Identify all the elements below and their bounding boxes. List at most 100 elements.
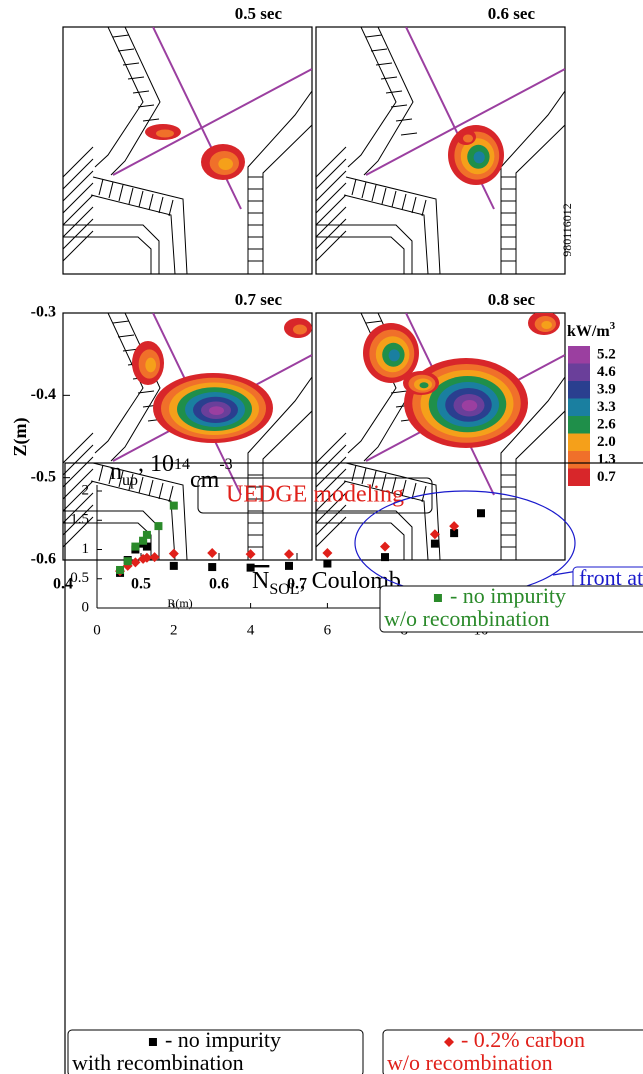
data-point xyxy=(285,561,293,570)
wall-outline xyxy=(247,376,312,560)
colorbar-swatch xyxy=(568,398,590,416)
hatch xyxy=(316,516,347,548)
x-label-part: N xyxy=(252,568,269,594)
hatch xyxy=(138,476,144,494)
emission-contour xyxy=(541,321,552,329)
colorbar-swatch xyxy=(568,346,590,364)
data-point xyxy=(284,549,294,560)
hatch xyxy=(112,320,130,324)
y-label-part: 14 xyxy=(174,456,190,473)
data-point xyxy=(450,529,459,538)
y-tick-label: 1.5 xyxy=(70,512,89,528)
hatch xyxy=(316,444,347,476)
hatch xyxy=(375,62,393,66)
wall-outline xyxy=(92,176,188,274)
wall-outline xyxy=(343,480,429,560)
hatch xyxy=(316,480,347,512)
hatch xyxy=(365,320,383,324)
y-tick-label: -0.5 xyxy=(31,468,56,485)
hatch xyxy=(316,456,347,488)
data-point xyxy=(131,542,140,551)
hatch xyxy=(128,473,134,491)
y-label-part: up xyxy=(122,472,138,489)
x-label-part: SOL xyxy=(269,581,299,598)
hatch xyxy=(63,456,94,488)
colorbar-label: 2.6 xyxy=(597,416,616,432)
data-point xyxy=(154,522,163,531)
x-tick-label: 0.5 xyxy=(131,576,151,593)
hatch xyxy=(63,146,94,178)
hatch xyxy=(316,158,347,190)
data-point xyxy=(323,559,332,568)
hatch xyxy=(385,90,403,94)
x-tick-label: 0.6 xyxy=(209,576,229,593)
x-axis-label: NSOL, Coulomb xyxy=(252,568,401,598)
hatch xyxy=(371,470,377,488)
hatch xyxy=(401,193,407,211)
data-point xyxy=(430,539,439,548)
data-point xyxy=(169,501,178,510)
data-point xyxy=(433,594,442,602)
colorbar-label: 3.9 xyxy=(597,381,616,397)
contour-panel xyxy=(315,312,566,561)
legend-box xyxy=(379,585,643,633)
data-point xyxy=(380,541,390,552)
hatch xyxy=(168,485,174,503)
hatch xyxy=(142,118,160,122)
panel-content xyxy=(63,313,312,560)
hatch xyxy=(380,76,398,80)
hatch xyxy=(63,480,94,512)
hatch xyxy=(411,482,417,500)
hatch xyxy=(390,104,408,108)
y-tick-label: -0.3 xyxy=(31,304,56,321)
wall-outline xyxy=(247,90,312,274)
x-tick-label: 0.7 xyxy=(287,576,307,593)
wall-outline xyxy=(63,224,160,274)
wall-outline xyxy=(515,410,565,560)
colorbar-swatch xyxy=(568,451,590,469)
y-tick-label: 2 xyxy=(82,482,90,498)
data-point xyxy=(123,557,132,566)
data-point xyxy=(116,565,125,574)
hatch xyxy=(63,504,94,536)
wall-outline xyxy=(345,176,441,274)
data-point xyxy=(208,563,217,572)
data-point xyxy=(246,563,255,572)
wall-outline xyxy=(316,510,413,560)
hatch xyxy=(132,90,150,94)
emission-contour xyxy=(473,151,485,164)
contour-panel xyxy=(62,312,313,561)
legend-text: with recombination xyxy=(72,1050,244,1074)
data-point xyxy=(141,552,152,563)
hatch xyxy=(63,158,94,190)
shot-number: 980116012 xyxy=(560,203,574,257)
x-tick-label: 2 xyxy=(170,622,178,638)
wall-outline xyxy=(92,462,188,560)
panel-title: 0.6 sec xyxy=(488,4,536,23)
hatch xyxy=(401,479,407,497)
chart-title: UEDGE modeling xyxy=(226,482,404,508)
data-point xyxy=(148,1038,157,1046)
hatch xyxy=(63,170,94,202)
colorbar-swatch xyxy=(568,381,590,399)
hatch xyxy=(381,473,387,491)
emission-contour xyxy=(218,158,234,170)
flux-line xyxy=(112,68,312,176)
hatch xyxy=(391,190,397,208)
hatch xyxy=(158,482,164,500)
hatch xyxy=(411,196,417,214)
data-point xyxy=(142,542,151,551)
hatch xyxy=(158,196,164,214)
hatch xyxy=(381,187,387,205)
hatch xyxy=(316,432,347,464)
colorbar-swatch xyxy=(568,433,590,451)
data-point xyxy=(245,549,256,560)
panel-title: 0.7 sec xyxy=(235,290,283,309)
hatch xyxy=(63,444,94,476)
hatch xyxy=(316,146,347,178)
outer-frame xyxy=(64,462,643,1074)
colorbar-label: 2.0 xyxy=(597,434,616,450)
hatch xyxy=(127,76,145,80)
colorbar-unit: kW/m xyxy=(567,323,610,340)
panel-title: 0.5 sec xyxy=(235,4,283,23)
